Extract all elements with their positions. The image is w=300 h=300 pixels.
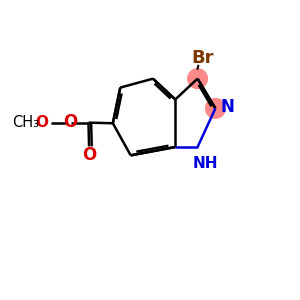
Text: Br: Br	[192, 49, 214, 67]
Text: N: N	[221, 98, 235, 116]
Text: O: O	[63, 113, 77, 131]
Circle shape	[206, 99, 225, 118]
Circle shape	[188, 69, 207, 88]
Text: NH: NH	[192, 156, 218, 171]
Text: O: O	[36, 115, 49, 130]
Text: O: O	[82, 146, 97, 164]
Text: CH₃: CH₃	[12, 115, 39, 130]
